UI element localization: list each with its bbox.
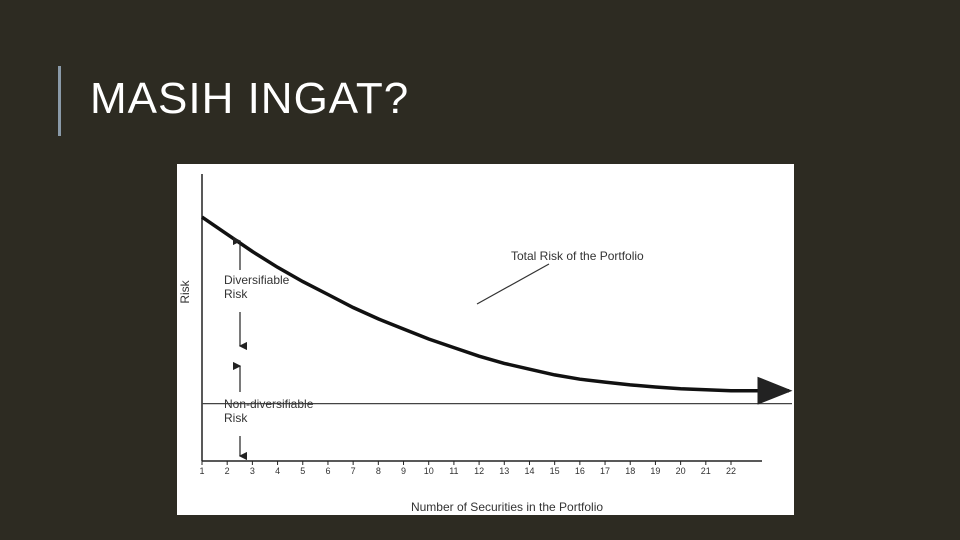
non-diversifiable-risk-annotation: Non-diversifiable Risk [224, 361, 314, 461]
x-tick-label: 15 [550, 466, 560, 476]
chart-panel: Risk Number of Securities in the Portfol… [177, 164, 794, 515]
callout-leader-line [476, 263, 550, 305]
x-tick-label: 4 [275, 466, 280, 476]
x-tick-label: 13 [499, 466, 509, 476]
x-tick-label: 14 [524, 466, 534, 476]
diversifiable-label-line2: Risk [224, 287, 248, 301]
axes [201, 174, 762, 462]
x-tick-label: 21 [701, 466, 711, 476]
x-tick-label: 11 [449, 466, 458, 476]
non-diversifiable-label-line2: Risk [224, 411, 248, 425]
x-tick-label: 19 [650, 466, 660, 476]
total-risk-curve [201, 215, 793, 405]
y-axis-label: Risk [178, 279, 192, 303]
title-accent-bar [58, 66, 61, 136]
x-tick-label: 10 [424, 466, 434, 476]
non-diversifiable-label-line1: Non-diversifiable [224, 397, 314, 411]
x-tick-label: 8 [376, 466, 381, 476]
x-tick-label: 18 [625, 466, 635, 476]
x-tick-label: 6 [325, 466, 330, 476]
x-ticks: 1 2 3 4 5 6 7 8 9 10 11 12 13 14 15 16 17 18 19 20 21 22 [199, 461, 736, 476]
total-risk-callout: Total Risk of the Portfolio [476, 249, 644, 305]
x-tick-label: 12 [474, 466, 484, 476]
x-tick-label: 7 [351, 466, 356, 476]
x-tick-label: 1 [199, 466, 204, 476]
risk-chart: Risk Number of Securities in the Portfol… [178, 174, 793, 514]
x-tick-label: 20 [676, 466, 686, 476]
x-tick-label: 2 [225, 466, 230, 476]
diversifiable-label-line1: Diversifiable [224, 273, 290, 287]
x-tick-label: 3 [250, 466, 255, 476]
x-tick-label: 22 [726, 466, 736, 476]
slide-title: MASIH INGAT? [90, 74, 410, 123]
x-tick-label: 16 [575, 466, 585, 476]
total-risk-label: Total Risk of the Portfolio [511, 249, 644, 263]
x-axis-label: Number of Securities in the Portfolio [411, 500, 603, 514]
diversifiable-risk-annotation: Diversifiable Risk [224, 236, 290, 351]
x-tick-label: 9 [401, 466, 406, 476]
x-tick-label: 5 [300, 466, 305, 476]
x-tick-label: 17 [600, 466, 610, 476]
